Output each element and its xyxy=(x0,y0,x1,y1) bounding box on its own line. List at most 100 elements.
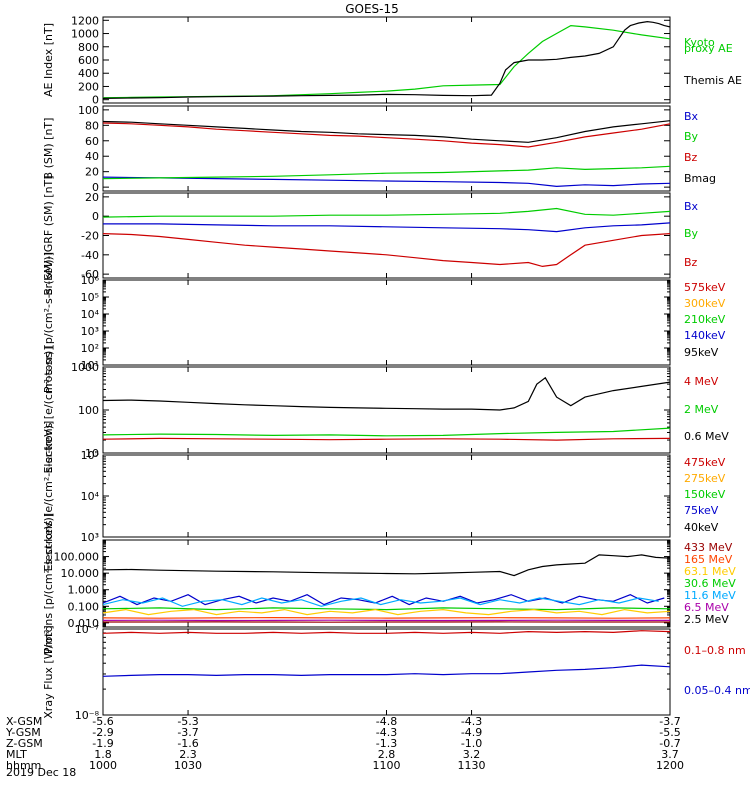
legend-entry: 275keV xyxy=(684,472,726,485)
series-line-1 xyxy=(103,630,670,634)
y-tick-label: 10³ xyxy=(81,531,99,544)
legend-entry: 63.1 MeV xyxy=(684,565,736,578)
legend-entry: By xyxy=(684,227,699,240)
ephemeris-value: -4.8 xyxy=(376,715,397,728)
legend-entry: 0.6 MeV xyxy=(684,430,729,443)
legend-entry: Kyoto xyxy=(684,36,715,49)
ephemeris-value: -1.3 xyxy=(376,737,397,750)
ephemeris-value: -2.9 xyxy=(92,726,113,739)
ephemeris-value: -4.9 xyxy=(461,726,482,739)
legend-entry: By xyxy=(684,130,699,143)
panel-frame xyxy=(102,279,671,366)
y-axis-label: Xray Flux [W/m²] xyxy=(42,625,55,718)
series-line-4 xyxy=(103,607,670,611)
y-tick-label: 40 xyxy=(85,150,99,163)
ephemeris-value: 2.8 xyxy=(378,748,396,761)
legend-entry: 210keV xyxy=(684,313,726,326)
legend-entry: 475keV xyxy=(684,456,726,469)
ephemeris-row-label: X-GSM xyxy=(6,715,42,728)
ephemeris-value: 1.8 xyxy=(94,748,112,761)
panel-6: 10³ 10⁴ 10⁵ Electrons [e/(cm²-s-sr-keV)] 475… xyxy=(42,421,726,572)
y-tick-label: -40 xyxy=(81,249,99,262)
legend-entry: Bz xyxy=(684,151,698,164)
legend-entry: 150keV xyxy=(684,488,726,501)
y-tick-label: 0 xyxy=(92,210,99,223)
legend-entry: 6.5 MeV xyxy=(684,601,729,614)
y-tick-label: 0.100 xyxy=(68,600,100,613)
y-tick-label: 20 xyxy=(85,166,99,179)
legend-entry: Bmag xyxy=(684,172,716,185)
y-axis-label: Protons [p/(cm²-s-sr-keV)] xyxy=(42,513,55,654)
ephemeris-row-label: hhmm xyxy=(6,759,41,772)
ephemeris-value: -3.7 xyxy=(177,726,198,739)
series-line-1 xyxy=(103,207,670,218)
y-tick-label: 10¹ xyxy=(81,359,99,372)
y-tick-label: 10⁴ xyxy=(81,308,100,321)
series-line-3 xyxy=(103,122,670,148)
ephemeris-value: -1.9 xyxy=(92,737,113,750)
y-tick-label: -20 xyxy=(81,230,99,243)
legend-entry: proxy AE xyxy=(684,42,733,55)
series-line-5 xyxy=(103,608,670,616)
legend-entry: 4 MeV xyxy=(684,375,719,388)
y-tick-label: 10⁵ xyxy=(81,291,99,304)
y-axis-label: B (SM) [nT] xyxy=(42,118,55,180)
y-tick-label: 100 xyxy=(78,104,99,117)
y-tick-label: 200 xyxy=(78,80,99,93)
chart-title: GOES-15 xyxy=(345,2,399,16)
ephemeris-value: -5.6 xyxy=(92,715,113,728)
legend-entry: 300keV xyxy=(684,297,726,310)
ephemeris-value: 2.3 xyxy=(179,748,197,761)
series-line-3 xyxy=(103,437,670,441)
ephemeris-value: -4.3 xyxy=(461,715,482,728)
ephemeris-value: -1.0 xyxy=(461,737,482,750)
legend-entry: 2 MeV xyxy=(684,403,719,416)
legend-entry: Themis AE xyxy=(683,74,742,87)
series-line-2 xyxy=(103,427,670,437)
panel-8: 10⁻⁸ 10⁻⁷ Xray Flux [W/m²] 0.1–0.8 nm 0.05–0… xyxy=(42,623,750,722)
panel-4: 10¹ 10² 10³ 10⁴ 10⁵ 10⁶ Protons [p/(cm²-s-sr-k… xyxy=(42,252,726,393)
ephemeris-value: -5.3 xyxy=(177,715,198,728)
y-tick-label: -60 xyxy=(81,268,99,281)
series-line-2 xyxy=(103,20,670,99)
y-tick-label: 20 xyxy=(85,191,99,204)
legend-entry: Bz xyxy=(684,256,698,269)
legend-entry: 165 MeV xyxy=(684,553,733,566)
series-line-1 xyxy=(103,376,670,411)
y-tick-label: 0 xyxy=(92,181,99,194)
y-tick-label: 1200 xyxy=(71,14,99,27)
legend-entry: 0.1–0.8 nm xyxy=(684,644,746,657)
ephemeris-value: -1.6 xyxy=(177,737,198,750)
y-tick-label: 800 xyxy=(78,41,99,54)
y-tick-label: 10⁻⁸ xyxy=(75,709,100,722)
ephemeris-value: 1030 xyxy=(174,759,202,772)
y-tick-label: 10³ xyxy=(81,325,99,338)
series-line-1 xyxy=(103,176,670,188)
y-tick-label: 80 xyxy=(85,119,99,132)
legend-entry: 433 MeV xyxy=(684,541,733,554)
series-line-1 xyxy=(103,24,670,99)
y-tick-label: 400 xyxy=(78,67,99,80)
ephemeris-value: 1000 xyxy=(89,759,117,772)
legend-entry: 75keV xyxy=(684,504,719,517)
panel-frame xyxy=(102,16,671,104)
y-tick-label: 10 xyxy=(85,447,99,460)
panel-frame xyxy=(102,192,671,279)
ephemeris-value: 3.2 xyxy=(463,748,481,761)
series-line-2 xyxy=(103,664,670,677)
legend-entry: 575keV xyxy=(684,281,726,294)
y-tick-label: 1000 xyxy=(71,28,99,41)
y-tick-label: 10⁵ xyxy=(81,449,99,462)
series-line-4 xyxy=(103,120,670,143)
series-line-2 xyxy=(103,594,665,606)
panel-frame xyxy=(102,539,671,628)
y-axis-label: Electrons [e/(cm²-s-sr)] xyxy=(42,346,55,473)
panel-2: 0 20 40 60 80 100 B (SM) [nT] Bx By Bz Bmag xyxy=(42,104,716,194)
y-tick-label: 1.000 xyxy=(68,584,100,597)
series-line-1 xyxy=(103,554,670,577)
y-tick-label: 10⁴ xyxy=(81,490,100,503)
